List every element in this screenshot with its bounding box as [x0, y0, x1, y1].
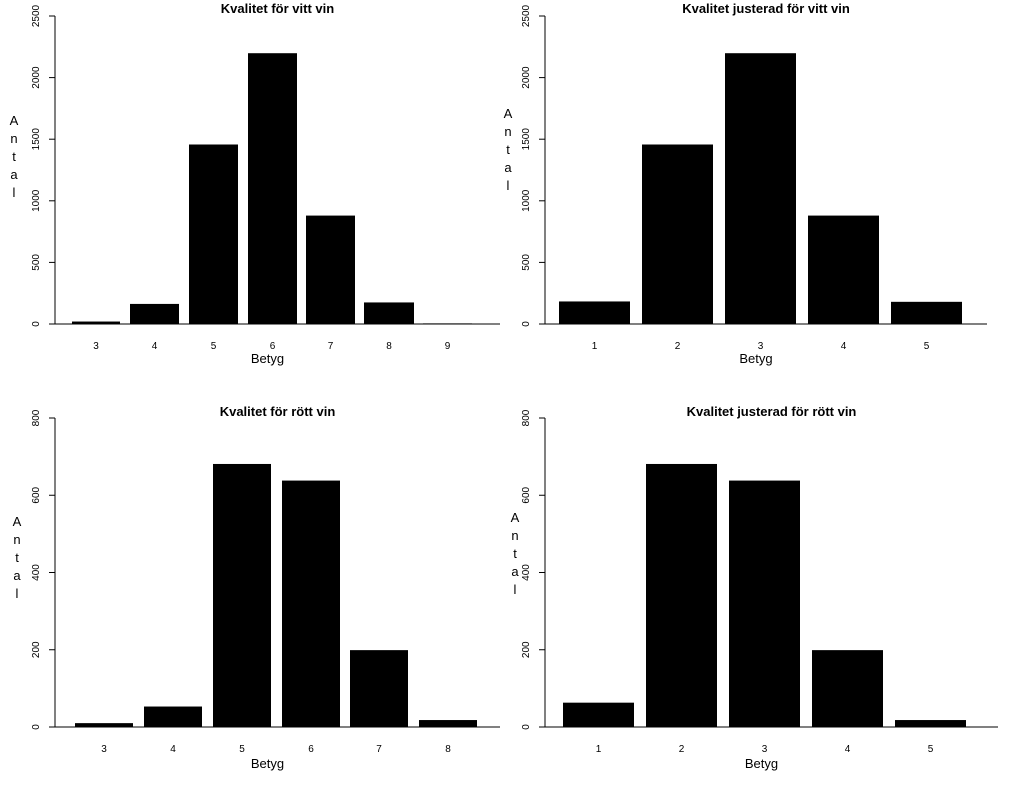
- bar: [423, 323, 472, 324]
- x-tick-label: 3: [101, 744, 107, 755]
- x-tick-label: 9: [445, 341, 451, 352]
- bar: [72, 321, 120, 324]
- x-tick-label: 4: [845, 744, 851, 755]
- bar: [891, 301, 962, 324]
- y-tick-label: 1000: [521, 189, 532, 212]
- y-tick-label: 0: [521, 724, 532, 730]
- chart-title: Kvalitet för vitt vin: [221, 1, 334, 16]
- bar: [306, 215, 355, 324]
- x-tick-label: 3: [93, 341, 99, 352]
- bar: [364, 302, 414, 324]
- bar: [808, 215, 879, 324]
- y-tick-label: 1500: [31, 128, 42, 151]
- bar: [642, 144, 713, 324]
- chart-panel-white-wine: Kvalitet för vitt vin 0 500 1000 1500 2000 250…: [10, 1, 500, 366]
- x-tick-label: 3: [758, 341, 764, 352]
- y-tick-label: 1500: [521, 128, 532, 151]
- y-tick-label: 600: [31, 486, 42, 503]
- y-tick-label: 1000: [31, 189, 42, 212]
- bar: [559, 301, 630, 324]
- x-tick-label: 6: [270, 341, 276, 352]
- chart-title: Kvalitet justerad för vitt vin: [682, 1, 850, 16]
- x-tick-label: 2: [675, 341, 681, 352]
- y-tick-label: 2500: [521, 4, 532, 27]
- x-tick-label: 7: [376, 744, 382, 755]
- x-tick-label: 5: [211, 341, 217, 352]
- x-axis-label: Betyg: [251, 756, 284, 771]
- bar: [248, 53, 297, 325]
- bar: [282, 480, 340, 727]
- y-tick-label: 800: [521, 409, 532, 426]
- x-axis-label: Betyg: [745, 756, 778, 771]
- y-tick-label: 600: [521, 486, 532, 503]
- bar: [213, 463, 271, 727]
- x-tick-label: 8: [445, 744, 451, 755]
- chart-title: Kvalitet för rött vin: [220, 404, 336, 419]
- x-tick-label: 8: [386, 341, 392, 352]
- y-tick-label: 200: [31, 641, 42, 658]
- x-tick-label: 4: [170, 744, 176, 755]
- bar: [189, 144, 238, 324]
- bar: [725, 53, 796, 325]
- bar: [563, 702, 634, 727]
- x-tick-label: 4: [841, 341, 847, 352]
- y-tick-label: 800: [31, 409, 42, 426]
- bar: [130, 303, 179, 324]
- bar: [812, 650, 883, 727]
- y-tick-label: 0: [31, 724, 42, 730]
- x-tick-label: 2: [679, 744, 685, 755]
- y-tick-label: 2500: [31, 4, 42, 27]
- x-axis-label: Betyg: [739, 351, 772, 366]
- y-tick-label: 0: [31, 321, 42, 327]
- x-tick-label: 5: [928, 744, 934, 755]
- x-tick-label: 5: [924, 341, 930, 352]
- y-tick-label: 500: [521, 254, 532, 271]
- bar: [350, 650, 408, 727]
- x-tick-label: 1: [592, 341, 598, 352]
- y-tick-label: 2000: [521, 66, 532, 89]
- y-tick-label: 0: [521, 321, 532, 327]
- bar: [75, 723, 133, 727]
- chart-panel-red-wine-adjusted: Kvalitet justerad för rött vin 0 200 400 600…: [511, 404, 998, 771]
- y-tick-label: 400: [31, 564, 42, 581]
- x-tick-label: 3: [762, 744, 768, 755]
- chart-panel-red-wine: Kvalitet för rött vin 0 200 400 600 800 3 4 5 6 7 8…: [13, 404, 500, 771]
- bar: [895, 720, 966, 727]
- bar: [144, 706, 202, 727]
- y-tick-label: 400: [521, 564, 532, 581]
- x-tick-label: 4: [152, 341, 158, 352]
- x-tick-label: 5: [239, 744, 245, 755]
- bar: [729, 480, 800, 727]
- x-tick-label: 7: [328, 341, 334, 352]
- bar: [419, 720, 477, 727]
- y-tick-label: 500: [31, 254, 42, 271]
- bar: [646, 463, 717, 727]
- y-tick-label: 2000: [31, 66, 42, 89]
- chart-title: Kvalitet justerad för rött vin: [687, 404, 857, 419]
- chart-panel-white-wine-adjusted: Kvalitet justerad för vitt vin0500100015…: [504, 1, 987, 366]
- x-tick-label: 6: [308, 744, 314, 755]
- x-tick-label: 1: [596, 744, 602, 755]
- y-tick-label: 200: [521, 641, 532, 658]
- x-axis-label: Betyg: [251, 351, 284, 366]
